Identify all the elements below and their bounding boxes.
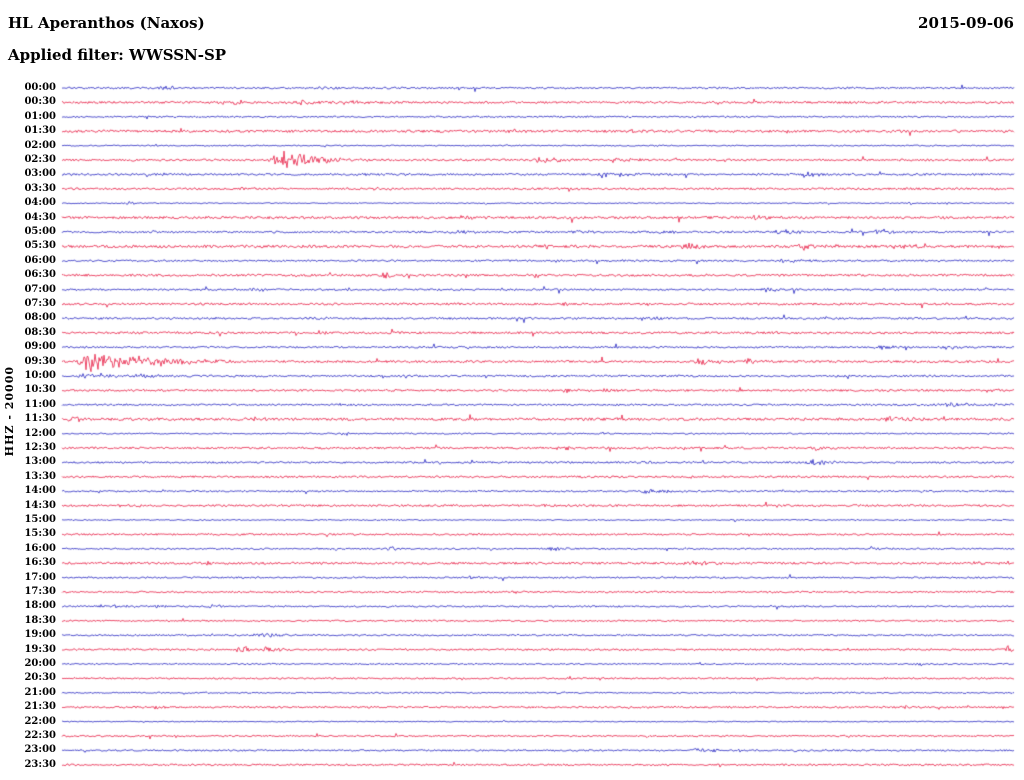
row-time-label: 23:30	[24, 758, 56, 770]
row-time-label: 23:00	[24, 744, 56, 756]
row-time-label: 07:30	[24, 298, 56, 309]
row-time-label: 12:00	[24, 427, 56, 439]
row-time-label: 20:00	[24, 658, 56, 669]
row-time-label: 08:30	[24, 326, 56, 338]
row-time-label: 20:30	[24, 672, 56, 684]
row-time-label: 04:30	[24, 211, 56, 223]
row-time-label: 07:00	[24, 283, 56, 295]
row-time-label: 02:30	[24, 154, 56, 165]
row-time-label: 16:30	[24, 557, 56, 569]
row-time-label: 22:00	[24, 715, 56, 727]
row-time-label: 17:00	[24, 571, 56, 583]
row-time-label: 09:30	[24, 355, 56, 367]
row-time-label: 09:00	[24, 341, 56, 353]
row-time-label: 14:00	[24, 485, 56, 497]
row-time-label: 06:30	[24, 269, 56, 281]
row-time-label: 19:00	[24, 629, 56, 641]
row-time-label: 22:30	[24, 730, 56, 741]
row-time-label: 16:00	[24, 542, 56, 554]
row-time-label: 21:30	[24, 701, 56, 713]
row-time-label: 18:00	[24, 600, 56, 612]
row-time-label: 01:00	[24, 110, 56, 122]
row-time-label: 19:30	[24, 643, 56, 655]
row-time-label: 12:30	[24, 442, 56, 453]
row-time-label: 04:00	[24, 197, 56, 209]
row-time-label: 15:00	[24, 514, 56, 525]
row-time-label: 08:00	[24, 312, 56, 324]
row-time-label: 21:00	[24, 686, 56, 698]
row-time-label: 01:30	[24, 125, 56, 137]
row-time-label: 05:00	[24, 226, 56, 237]
row-time-label: 02:00	[24, 139, 56, 151]
row-time-label: 15:30	[24, 528, 56, 540]
row-time-label: 11:30	[24, 413, 56, 425]
row-time-label: 11:00	[24, 398, 56, 410]
row-time-label: 10:00	[24, 370, 56, 381]
row-time-label: 17:30	[24, 586, 56, 597]
row-time-label: 13:30	[24, 470, 56, 482]
row-time-label: 00:00	[24, 82, 56, 93]
row-time-label: 18:30	[24, 614, 56, 626]
row-time-label: 03:30	[24, 182, 56, 194]
row-time-label: 14:30	[24, 499, 56, 511]
row-time-label: 05:30	[24, 240, 56, 252]
row-time-label: 00:30	[24, 96, 56, 108]
row-time-label: 13:00	[24, 456, 56, 468]
row-time-label: 10:30	[24, 384, 56, 396]
row-time-label: 03:00	[24, 168, 56, 180]
row-time-label: 06:00	[24, 254, 56, 266]
